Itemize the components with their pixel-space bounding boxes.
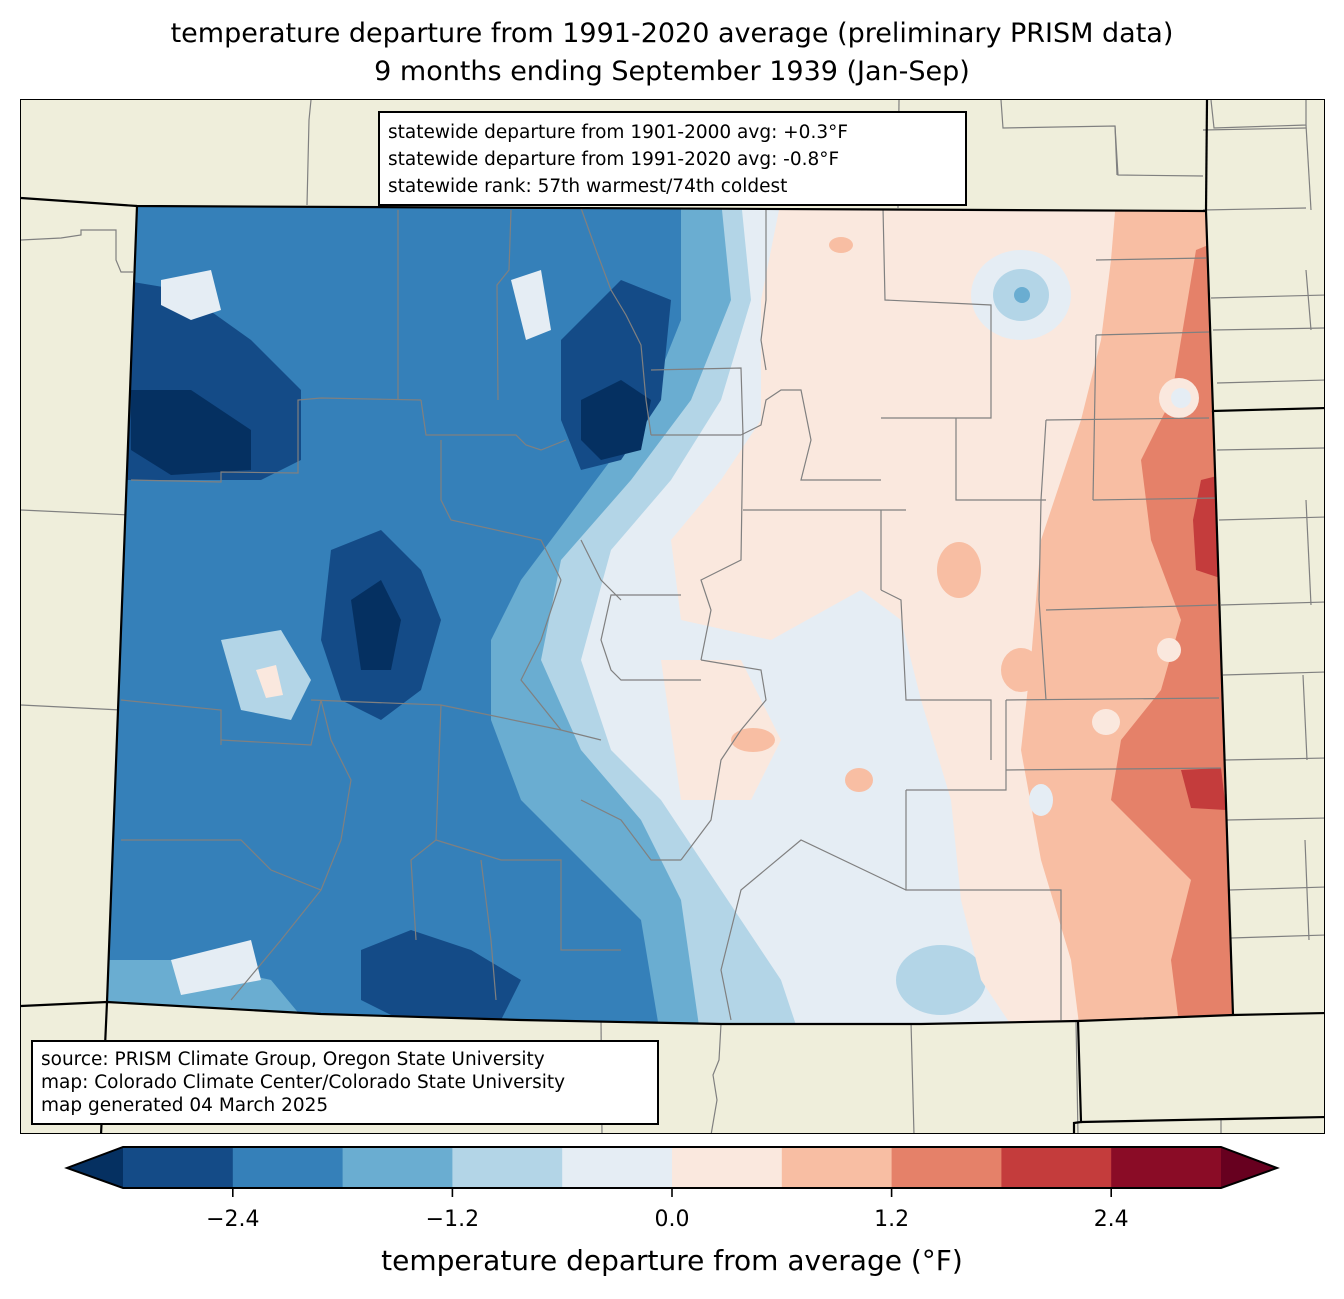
field-warm-spot-3: [731, 728, 775, 752]
field-band-dark-blue-sw: [361, 930, 521, 1020]
field-cool-spot-se: [896, 945, 986, 1015]
field-cool-spot-e3: [1092, 709, 1120, 735]
field-cool-spot-e4: [1029, 784, 1053, 816]
field-warm-spot-1: [829, 237, 853, 253]
neighbor-county-lines: [21, 100, 1324, 1133]
field-warm-spot-2: [937, 542, 981, 598]
field-band-darkest-blue-ne: [581, 380, 651, 460]
colorbar-bin: [1111, 1147, 1222, 1188]
field-patch-light-w1: [161, 270, 221, 320]
statewide-stats-box: statewide departure from 1901-2000 avg: …: [378, 111, 967, 206]
colorbar-bin: [562, 1147, 673, 1188]
field-band-coral: [1111, 240, 1233, 1024]
field-cool-spot-ne2-core: [1014, 287, 1030, 303]
stat-departure-1991-2020: statewide departure from 1991-2020 avg: …: [388, 149, 840, 170]
colorbar-tick-label: −2.4: [206, 1207, 260, 1232]
temperature-field: [107, 206, 1233, 1024]
source-credits-box: source: PRISM Climate Group, Oregon Stat…: [31, 1040, 659, 1125]
field-band-darkest-blue-center: [351, 580, 401, 670]
field-band-pale-warm-2: [661, 660, 781, 800]
colorbar-tick-label: 1.2: [874, 1207, 910, 1232]
map-credit-line: map: Colorado Climate Center/Colorado St…: [41, 1072, 566, 1093]
map-subtitle: 9 months ending September 1939 (Jan-Sep): [374, 56, 970, 87]
colorado-county-lines: [120, 207, 1222, 1021]
field-patch-light-w4: [511, 270, 551, 340]
colorado-temperature-map: [21, 100, 1324, 1133]
colorbar-bin: [781, 1147, 893, 1188]
colorbar-over-arrow: [1221, 1147, 1277, 1188]
field-patch-light-sw: [171, 940, 261, 995]
field-cool-spot-e2: [1157, 638, 1181, 662]
colorbar-bin: [232, 1147, 344, 1188]
colorbar: [64, 1146, 1280, 1197]
colorbar-tick-label: −1.2: [425, 1207, 480, 1232]
colorbar-bin: [1001, 1147, 1112, 1188]
colorbar-under-arrow: [67, 1147, 123, 1188]
field-warm-spot-4: [845, 768, 873, 792]
generated-date-line: map generated 04 March 2025: [41, 1095, 329, 1116]
map-panel: [20, 99, 1325, 1134]
source-line: source: PRISM Climate Group, Oregon Stat…: [41, 1049, 545, 1070]
colorbar-outline: [64, 1146, 1280, 1189]
field-warm-spot-5: [1001, 648, 1041, 692]
stat-departure-1901-2000: statewide departure from 1901-2000 avg: …: [388, 122, 848, 143]
field-patch-light-w3: [256, 665, 283, 698]
colorbar-tick-label: 0.0: [654, 1207, 690, 1232]
colorbar-bin: [452, 1147, 563, 1188]
colorbar-label: temperature departure from average (°F): [381, 1244, 963, 1277]
stat-rank: statewide rank: 57th warmest/74th coldes…: [388, 176, 788, 197]
colorbar-tick-label: 2.4: [1093, 1207, 1129, 1232]
colorbar-bin: [342, 1147, 453, 1188]
colorbar-bin: [891, 1147, 1002, 1188]
field-band-red-2: [1181, 768, 1226, 810]
colorbar-bin: [672, 1147, 783, 1188]
field-cool-spot-e1-core: [1171, 388, 1191, 408]
colorbar-bin: [123, 1147, 234, 1188]
field-band-darkest-blue-nw: [131, 390, 251, 475]
map-title: temperature departure from 1991-2020 ave…: [170, 18, 1174, 49]
